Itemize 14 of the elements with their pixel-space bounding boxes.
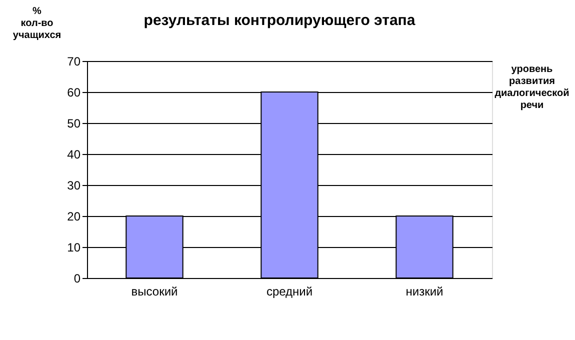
y-tick-label: 20 [67, 210, 81, 224]
y-tick-label: 60 [67, 86, 81, 100]
chart-title: результаты контролирующего этапа [144, 12, 416, 29]
x-axis-title: уровень развития диалогической речи [494, 64, 570, 111]
y-tick-label: 50 [67, 116, 81, 130]
x-tick-label: средний [266, 284, 313, 298]
y-tick-label: 30 [67, 178, 81, 192]
x-tick-label: низкий [406, 284, 444, 298]
y-tick-label: 70 [67, 54, 81, 68]
y-tick-label: 10 [67, 240, 81, 254]
y-tick-label: 0 [74, 272, 81, 286]
y-tick-label: 40 [67, 148, 81, 162]
x-tick-label: высокий [131, 284, 178, 298]
y-axis-title: % кол-во учащихся [12, 6, 62, 41]
